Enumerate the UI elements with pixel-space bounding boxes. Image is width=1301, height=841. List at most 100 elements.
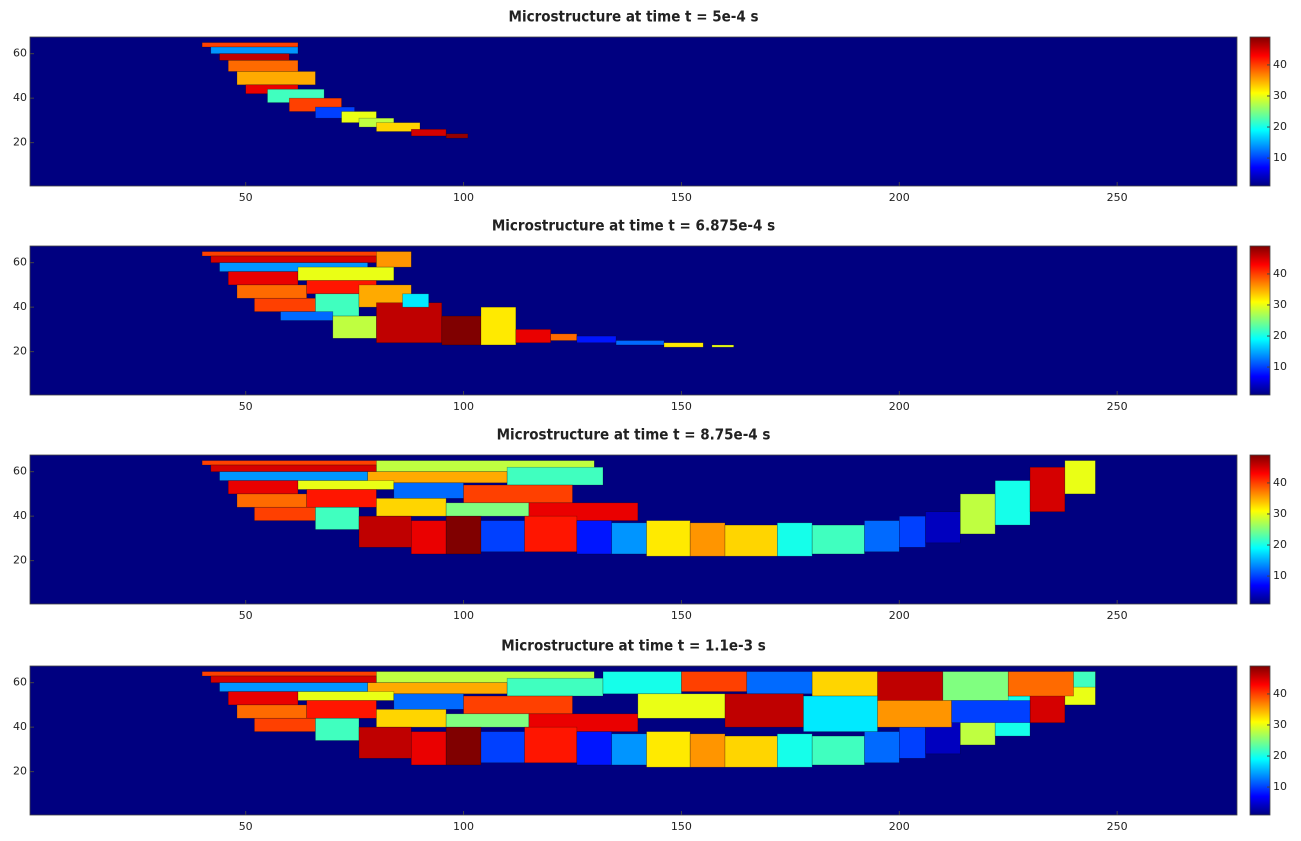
- grain: [394, 483, 464, 499]
- x-tick-label: 250: [1107, 400, 1128, 413]
- x-tick-label: 200: [889, 191, 910, 204]
- grain: [403, 294, 429, 307]
- grain: [577, 336, 616, 343]
- colorbar-tick-label: 10: [1273, 569, 1287, 582]
- grain: [411, 521, 446, 554]
- background-field: [30, 37, 1237, 186]
- grain: [551, 334, 577, 341]
- grain: [812, 736, 864, 765]
- colorbar: [1250, 666, 1270, 815]
- grain: [202, 43, 298, 47]
- grain: [612, 734, 647, 765]
- grain: [943, 672, 1008, 701]
- grain: [1074, 672, 1096, 688]
- grain: [747, 672, 812, 694]
- grain: [411, 732, 446, 765]
- grain: [525, 727, 577, 763]
- grain: [638, 694, 725, 718]
- y-tick-label: 40: [13, 300, 27, 313]
- grain: [228, 692, 298, 705]
- grain: [254, 507, 315, 520]
- grain: [664, 343, 703, 347]
- panel: Microstructure at time t = 8.75e-4 s 50 10…: [13, 426, 1287, 623]
- grain: [446, 714, 529, 727]
- grain: [464, 696, 573, 714]
- grain: [281, 312, 333, 321]
- grain: [725, 525, 777, 556]
- grain: [298, 692, 394, 701]
- grain: [228, 272, 298, 285]
- grain: [481, 307, 516, 345]
- grain: [812, 672, 877, 696]
- x-tick-label: 250: [1107, 191, 1128, 204]
- grain: [220, 683, 368, 692]
- grain: [411, 129, 446, 136]
- grain: [376, 709, 446, 727]
- grain: [237, 71, 315, 84]
- colorbar-tick-label: 10: [1273, 780, 1287, 793]
- y-tick-label: 60: [13, 465, 27, 478]
- grain: [446, 516, 481, 554]
- grain: [616, 341, 664, 345]
- background-field: [30, 246, 1237, 395]
- grain: [376, 303, 441, 343]
- y-tick-label: 40: [13, 91, 27, 104]
- grain: [777, 734, 812, 767]
- grain: [481, 732, 525, 763]
- grain: [211, 256, 377, 263]
- y-tick-label: 40: [13, 509, 27, 522]
- colorbar-tick-label: 30: [1273, 718, 1287, 731]
- x-tick-label: 50: [239, 609, 253, 622]
- colorbar: [1250, 246, 1270, 395]
- grain: [359, 727, 411, 758]
- grain: [812, 525, 864, 554]
- y-tick-label: 60: [13, 47, 27, 60]
- colorbar-tick-label: 20: [1273, 120, 1287, 133]
- x-tick-label: 100: [453, 400, 474, 413]
- grain: [298, 481, 394, 490]
- colorbar-tick-label: 10: [1273, 360, 1287, 373]
- panel: Microstructure at time t = 1.1e-3 s50100…: [13, 637, 1287, 834]
- colorbar-tick-label: 40: [1273, 687, 1287, 700]
- x-tick-label: 200: [889, 609, 910, 622]
- grain: [612, 523, 647, 554]
- grain: [507, 467, 603, 485]
- panel-title: Microstructure at time t = 1.1e-3 s: [501, 637, 765, 655]
- y-tick-label: 20: [13, 554, 27, 567]
- x-tick-label: 100: [453, 191, 474, 204]
- grain: [333, 316, 377, 338]
- grain: [952, 700, 1030, 722]
- colorbar-tick-label: 30: [1273, 89, 1287, 102]
- y-tick-label: 60: [13, 676, 27, 689]
- grain: [690, 734, 725, 767]
- grain: [1030, 467, 1065, 511]
- grain: [307, 489, 377, 507]
- grain: [525, 516, 577, 552]
- figure: Microstructure at time t = 5e-4 s5010015…: [0, 0, 1301, 841]
- grain: [995, 481, 1030, 525]
- grain: [315, 507, 359, 529]
- colorbar-tick-label: 10: [1273, 151, 1287, 164]
- grain: [220, 472, 368, 481]
- grain: [878, 672, 943, 701]
- grain: [237, 285, 307, 298]
- grain: [864, 732, 899, 763]
- grain: [690, 523, 725, 556]
- x-tick-label: 250: [1107, 820, 1128, 833]
- panel-title: Microstructure at time t = 8.75e-4 s: [497, 426, 771, 444]
- y-tick-label: 40: [13, 720, 27, 733]
- y-tick-label: 60: [13, 256, 27, 269]
- grain: [228, 60, 298, 71]
- grain: [376, 252, 411, 268]
- x-tick-label: 150: [671, 191, 692, 204]
- grain: [577, 521, 612, 554]
- colorbar-tick-label: 30: [1273, 298, 1287, 311]
- grain: [1008, 672, 1073, 696]
- panel-title: Microstructure at time t = 6.875e-4 s: [492, 217, 775, 235]
- grain: [446, 503, 529, 516]
- colorbar-tick-label: 20: [1273, 538, 1287, 551]
- grain: [237, 494, 307, 507]
- grain: [516, 329, 551, 342]
